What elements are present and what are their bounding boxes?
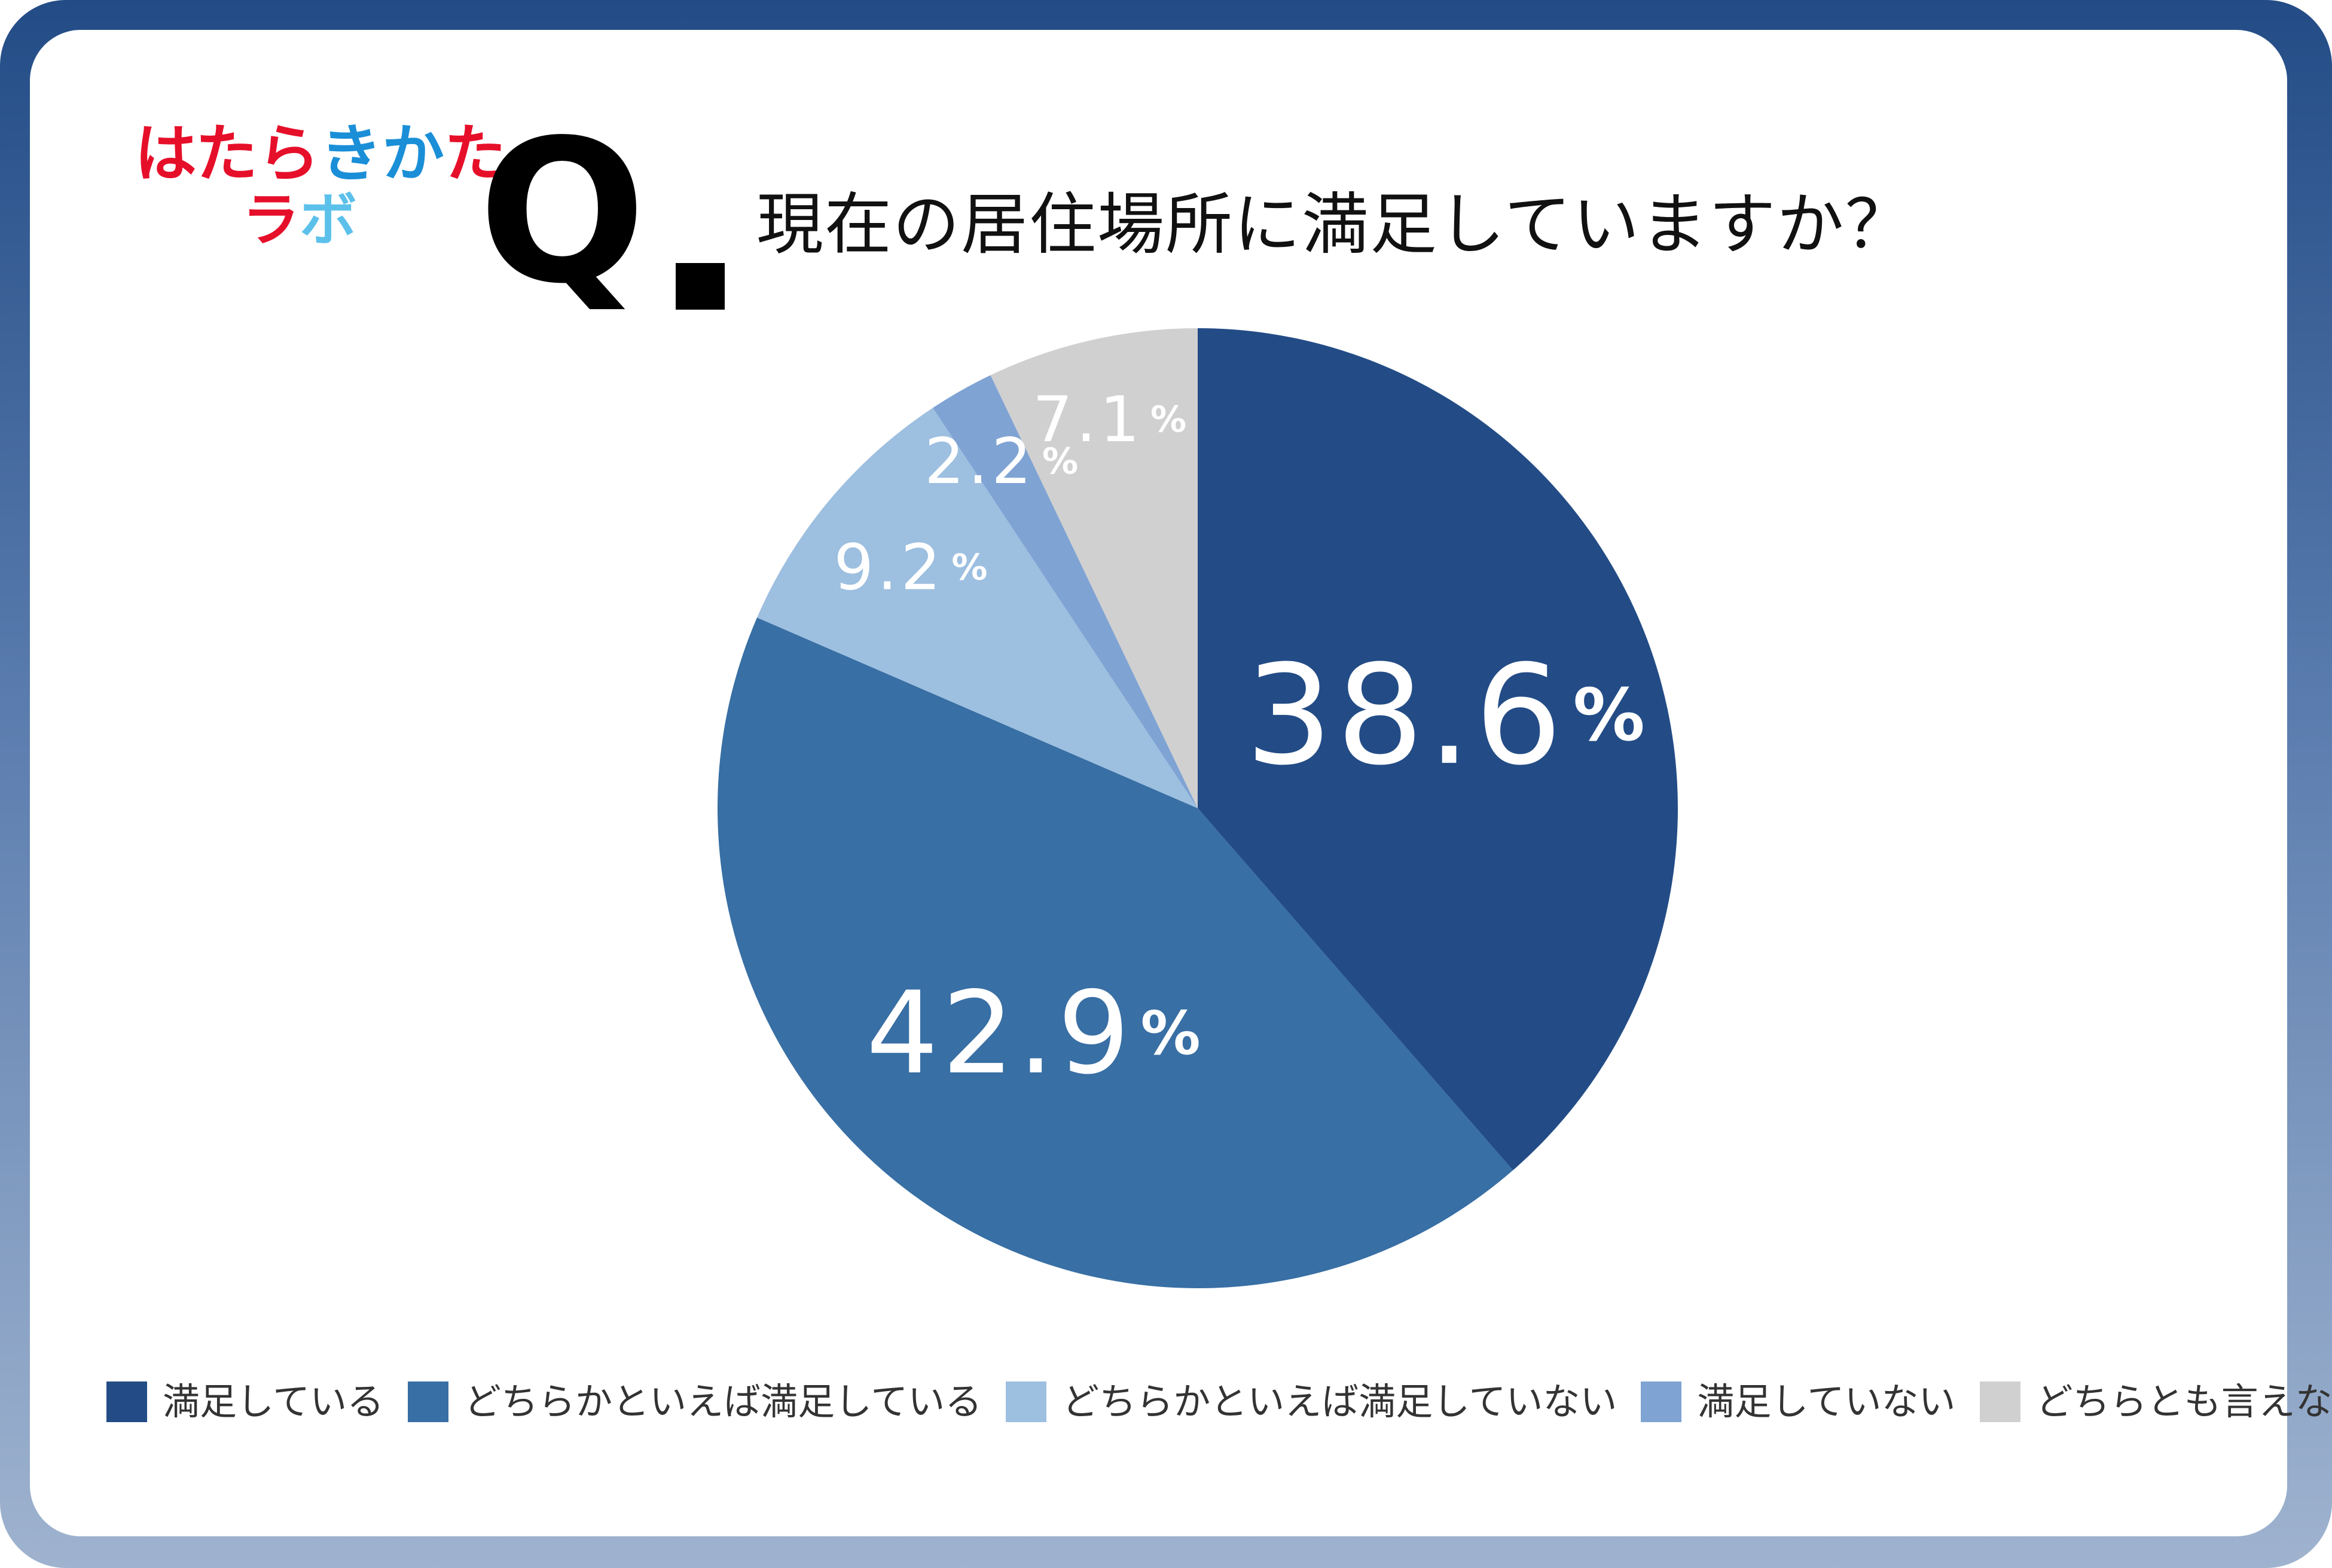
hatarakikata-labo-logo: はたらきかた ラボ	[135, 117, 506, 260]
pie-slice	[1198, 328, 1678, 1170]
question-mark-dot	[676, 263, 725, 310]
logo-char: か	[381, 117, 444, 190]
question-mark-q: Q	[478, 97, 646, 327]
logo-char: ボ	[300, 187, 357, 253]
legend-swatch	[1006, 1381, 1047, 1422]
logo-char: た	[444, 117, 506, 190]
legend-item: どちらとも言えない	[1979, 1380, 2332, 1423]
legend-label: 満足している	[163, 1380, 384, 1423]
legend-swatch	[1979, 1381, 2020, 1422]
pie-slice-label: 2.2%	[924, 425, 1078, 498]
pie-slice-label: 38.6%	[1245, 636, 1644, 796]
legend-item: 満足している	[106, 1381, 384, 1422]
legend-swatch	[408, 1381, 449, 1422]
legend-swatch	[106, 1381, 147, 1422]
pie-slice	[933, 375, 1198, 808]
legend-label: どちらとも言えない	[2035, 1380, 2332, 1423]
logo-char: は	[135, 117, 196, 190]
legend-swatch	[1641, 1381, 1682, 1422]
pie-slice	[990, 328, 1198, 808]
legend-item: どちらかといえば満足している	[408, 1381, 982, 1422]
logo-char: ラ	[242, 187, 300, 253]
logo-line1: はたらきかた	[135, 123, 506, 185]
legend-label: どちらかといえば満足していない	[1062, 1380, 1617, 1423]
pie-slice	[718, 618, 1513, 1288]
logo-char: ら	[257, 117, 320, 190]
legend-label: 満足していない	[1697, 1380, 1956, 1423]
question-title: 現在の居住場所に満足していますか？	[756, 186, 1913, 264]
legend-item: 満足していない	[1641, 1380, 1956, 1423]
pie-slice	[757, 408, 1198, 808]
logo-char: き	[319, 117, 382, 190]
pie-slice-label: 9.2%	[834, 531, 987, 604]
legend-item: どちらかといえば満足していない	[1006, 1381, 1617, 1422]
pie-slice-label: 7.1%	[1033, 383, 1186, 456]
chart-legend: 満足している どちらかといえば満足している どちらかといえば満足していない 満足してい…	[106, 1375, 2332, 1429]
logo-line2: ラボ	[242, 191, 357, 249]
pie-slice-label: 42.9%	[866, 967, 1200, 1099]
logo-char: た	[195, 117, 258, 190]
legend-label: どちらかといえば満足している	[464, 1380, 982, 1423]
